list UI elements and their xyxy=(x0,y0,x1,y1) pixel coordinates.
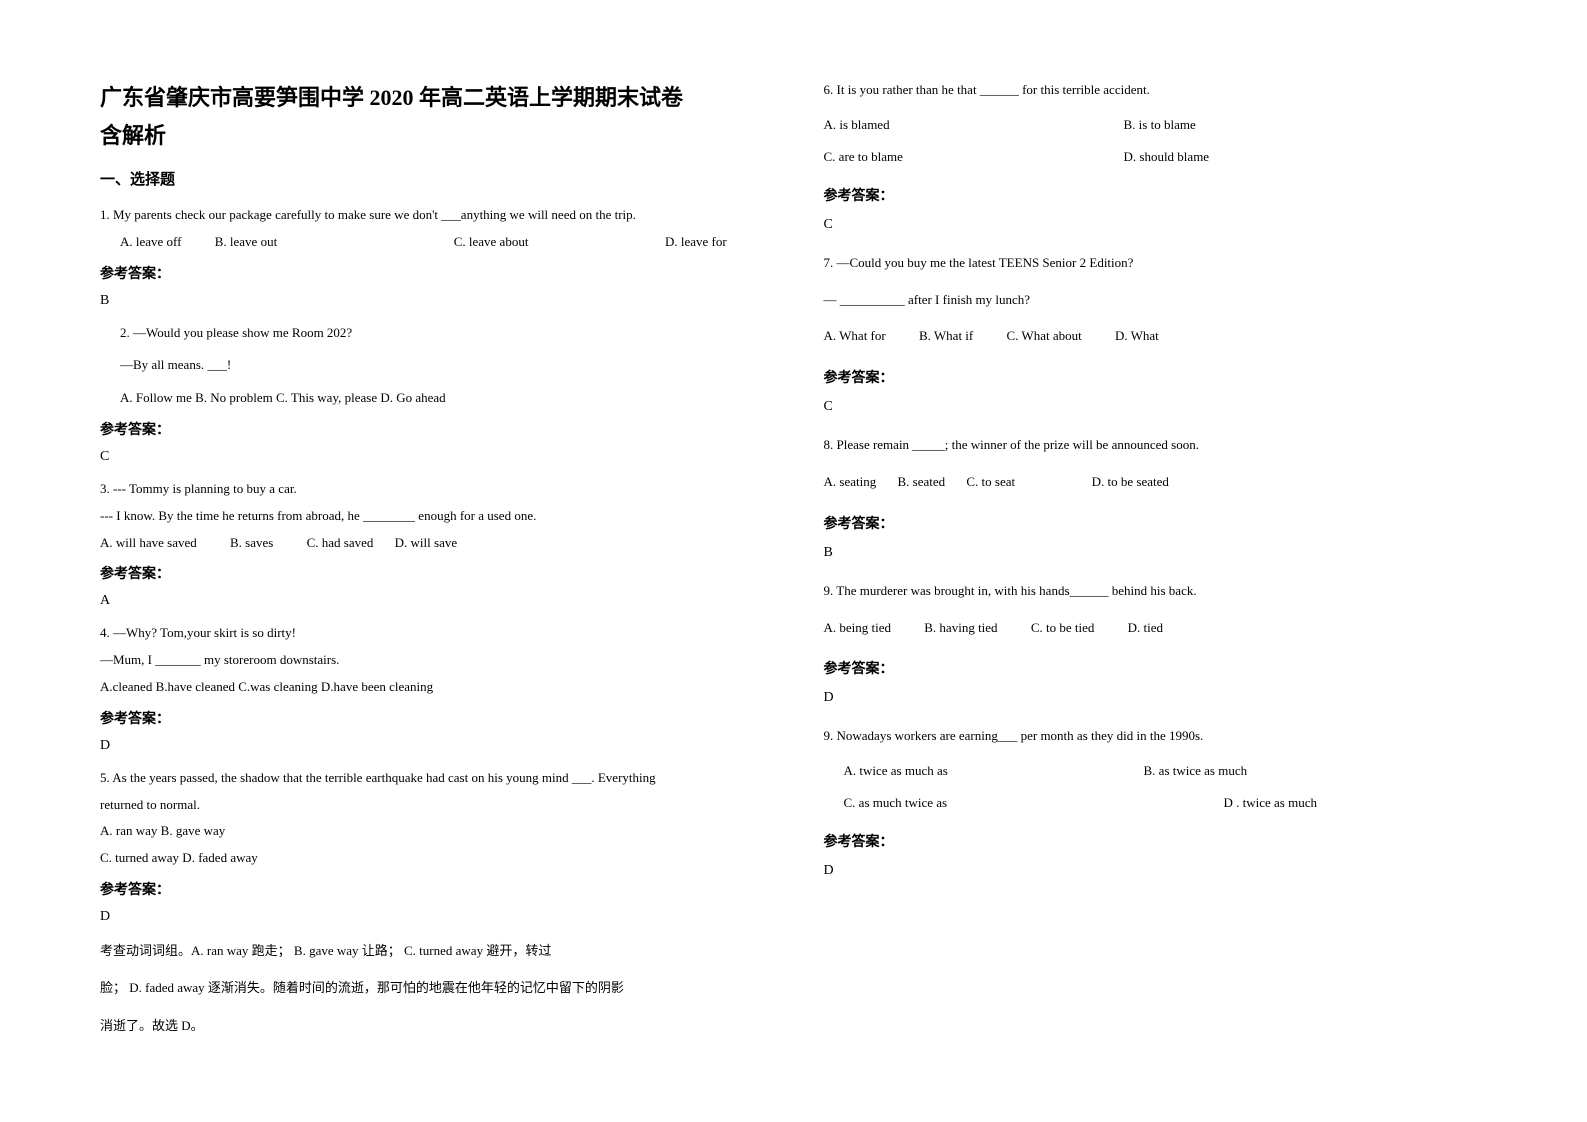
q6-opt-b: B. is to blame xyxy=(1124,117,1488,133)
q9b-answer-label: 参考答案： xyxy=(824,831,1488,851)
q1-options: A. leave off B. leave out C. leave about… xyxy=(100,232,764,253)
q9-opt-c: C. to be tied xyxy=(1031,618,1095,639)
q6-opts-row2: C. are to blame D. should blame xyxy=(824,149,1488,165)
q4-answer-label: 参考答案： xyxy=(100,708,764,728)
right-column: 6. It is you rather than he that ______ … xyxy=(824,80,1488,1082)
q7-answer-label: 参考答案： xyxy=(824,367,1488,387)
q1-answer: B xyxy=(100,293,764,309)
q5-line2: returned to normal. xyxy=(100,795,764,816)
q6-opt-d: D. should blame xyxy=(1124,149,1488,165)
q7-opt-d: D. What xyxy=(1115,326,1159,347)
q3-opt-a: A. will have saved xyxy=(100,533,197,554)
q6-opts-row1: A. is blamed B. is to blame xyxy=(824,117,1488,133)
q2-line1: 2. —Would you please show me Room 202? xyxy=(100,323,764,344)
q1-opt-b: B. leave out xyxy=(215,232,277,253)
q4-answer: D xyxy=(100,738,764,754)
q2-options: A. Follow me B. No problem C. This way, … xyxy=(100,388,764,409)
q9-opt-d: D. tied xyxy=(1128,618,1163,639)
q7-options: A. What for B. What if C. What about D. … xyxy=(824,326,1488,347)
q7-opt-b: B. What if xyxy=(919,326,973,347)
q9b-opt-d: D . twice as much xyxy=(1144,795,1488,811)
q8-opt-b: B. seated xyxy=(897,472,945,493)
q7-answer: C xyxy=(824,399,1488,415)
q5-answer: D xyxy=(100,909,764,925)
q9-options: A. being tied B. having tied C. to be ti… xyxy=(824,618,1488,639)
q7-opt-a: A. What for xyxy=(824,326,886,347)
q3-line2: --- I know. By the time he returns from … xyxy=(100,506,764,527)
q6-answer-label: 参考答案： xyxy=(824,185,1488,205)
q3-answer: A xyxy=(100,593,764,609)
q1-opt-c: C. leave about xyxy=(454,232,529,253)
q7-line2: — __________ after I finish my lunch? xyxy=(824,290,1488,311)
section-header: 一、选择题 xyxy=(100,168,764,189)
q9b-opts-row2: C. as much twice as D . twice as much xyxy=(824,795,1488,811)
q5-line1: 5. As the years passed, the shadow that … xyxy=(100,768,764,789)
q9b-opt-b: B. as twice as much xyxy=(1144,763,1488,779)
q8-opt-d: D. to be seated xyxy=(1092,472,1169,493)
q8-answer-label: 参考答案： xyxy=(824,513,1488,533)
q3-line1: 3. --- Tommy is planning to buy a car. xyxy=(100,479,764,500)
q8-options: A. seating B. seated C. to seat D. to be… xyxy=(824,472,1488,493)
left-column: 广东省肇庆市高要笋围中学 2020 年高二英语上学期期末试卷 含解析 一、选择题… xyxy=(100,80,764,1082)
q3-answer-label: 参考答案： xyxy=(100,563,764,583)
q9b-answer: D xyxy=(824,863,1488,879)
q5-expl-3: 消逝了。故选 D。 xyxy=(100,1014,764,1037)
q1-opt-d: D. leave for xyxy=(665,232,727,253)
q9-opt-a: A. being tied xyxy=(824,618,892,639)
q6-opt-a: A. is blamed xyxy=(824,117,1124,133)
q5-expl-2: 脸； D. faded away 逐渐消失。随着时间的流逝，那可怕的地震在他年轻… xyxy=(100,976,764,999)
q1-answer-label: 参考答案： xyxy=(100,263,764,283)
q8-opt-a: A. seating xyxy=(824,472,877,493)
q9b-opt-c: C. as much twice as xyxy=(844,795,1144,811)
q8-opt-c: C. to seat xyxy=(966,472,1015,493)
q2-answer: C xyxy=(100,449,764,465)
q1-opt-a: A. leave off xyxy=(100,232,181,253)
q9-answer-label: 参考答案： xyxy=(824,658,1488,678)
q9b-text: 9. Nowadays workers are earning___ per m… xyxy=(824,726,1488,747)
q4-line1: 4. —Why? Tom,your skirt is so dirty! xyxy=(100,623,764,644)
q5-options-l2: C. turned away D. faded away xyxy=(100,848,764,869)
q6-text: 6. It is you rather than he that ______ … xyxy=(824,80,1488,101)
q3-options: A. will have saved B. saves C. had saved… xyxy=(100,533,764,554)
q9-answer: D xyxy=(824,690,1488,706)
q3-opt-c: C. had saved xyxy=(307,533,374,554)
q6-answer: C xyxy=(824,217,1488,233)
q4-options: A.cleaned B.have cleaned C.was cleaning … xyxy=(100,677,764,698)
q9b-opts-row1: A. twice as much as B. as twice as much xyxy=(824,763,1488,779)
q1-text: 1. My parents check our package carefull… xyxy=(100,205,764,226)
q3-opt-d: D. will save xyxy=(395,533,457,554)
q9b-opt-a: A. twice as much as xyxy=(844,763,1144,779)
q8-text: 8. Please remain _____; the winner of th… xyxy=(824,435,1488,456)
q8-answer: B xyxy=(824,545,1488,561)
q7-opt-c: C. What about xyxy=(1007,326,1082,347)
q2-line2: —By all means. ___! xyxy=(100,355,764,376)
q6-opt-c: C. are to blame xyxy=(824,149,1124,165)
q5-options-l1: A. ran way B. gave way xyxy=(100,821,764,842)
q9-opt-b: B. having tied xyxy=(924,618,997,639)
exam-title-line1: 广东省肇庆市高要笋围中学 2020 年高二英语上学期期末试卷 xyxy=(100,80,764,112)
q3-opt-b: B. saves xyxy=(230,533,273,554)
exam-title-line2: 含解析 xyxy=(100,118,764,150)
q4-line2: —Mum, I _______ my storeroom downstairs. xyxy=(100,650,764,671)
q2-answer-label: 参考答案： xyxy=(100,419,764,439)
q7-line1: 7. —Could you buy me the latest TEENS Se… xyxy=(824,253,1488,274)
q5-expl-1: 考查动词词组。A. ran way 跑走； B. gave way 让路； C.… xyxy=(100,939,764,962)
q9-text: 9. The murderer was brought in, with his… xyxy=(824,581,1488,602)
q5-answer-label: 参考答案： xyxy=(100,879,764,899)
